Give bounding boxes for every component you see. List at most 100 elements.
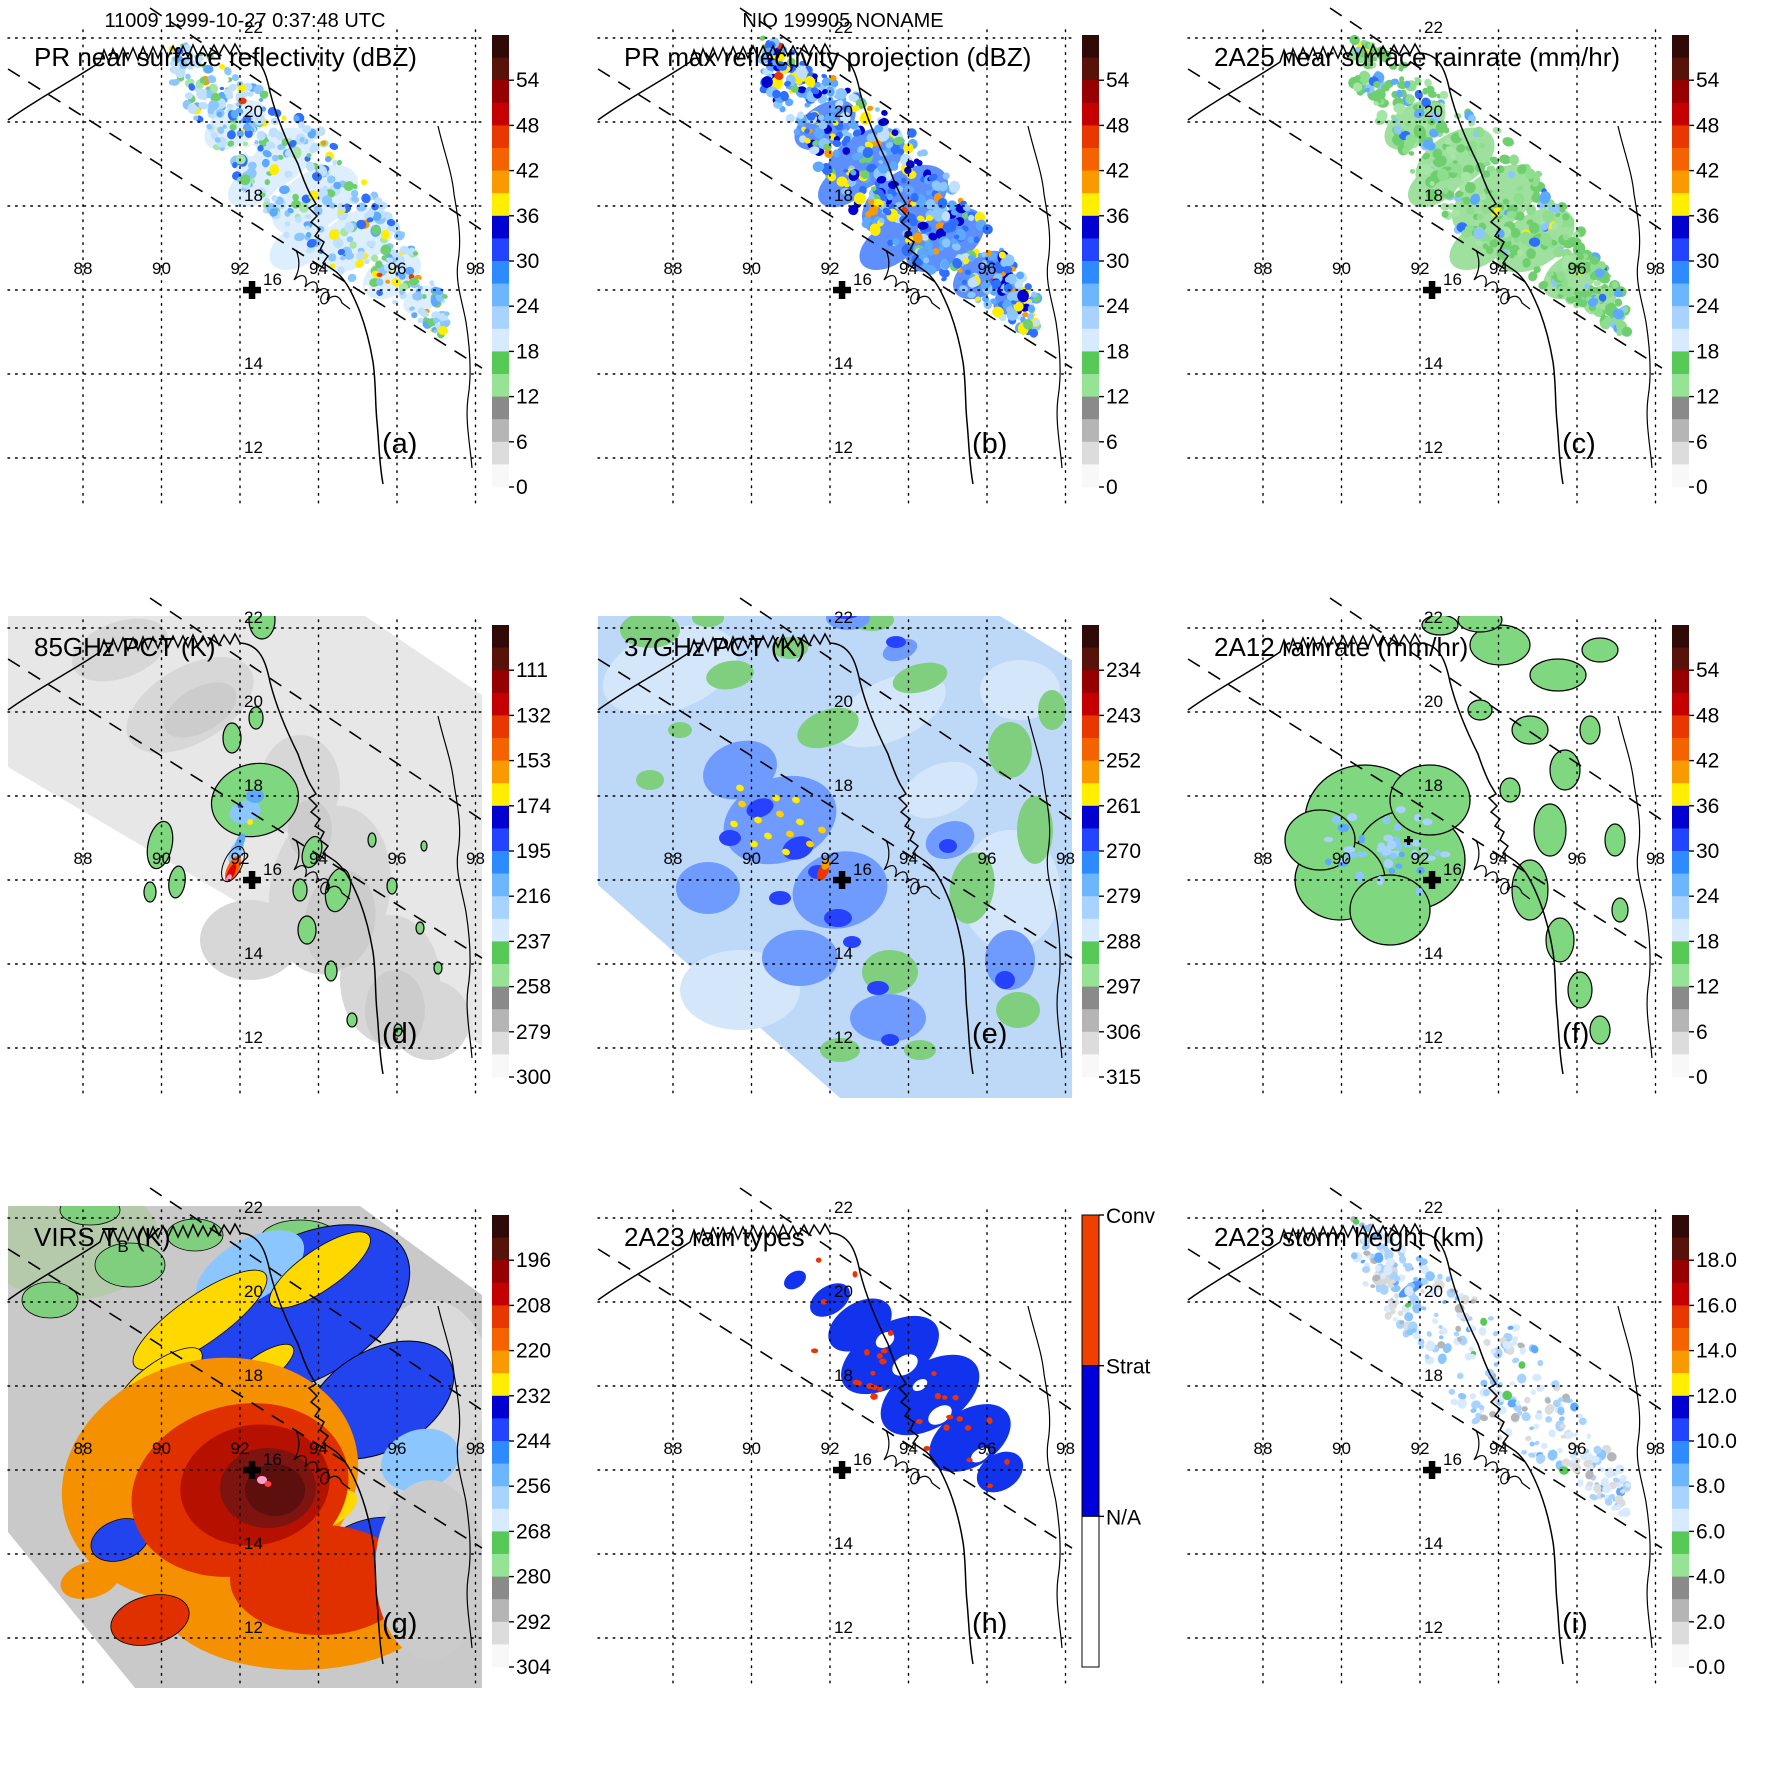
panel-i: 88 90 92 94 96 98 22 20 18 16 14 12 18.0 16.0 14.0 12.0… [1180, 1180, 1770, 1770]
panel-title: 2A23 storm height (km) [1214, 1222, 1485, 1252]
svg-text:48: 48 [1106, 114, 1129, 137]
panel-title: PR near surface reflectivity (dBZ) [34, 42, 417, 72]
svg-text:12: 12 [244, 1028, 263, 1047]
colorbar-tick-labels: 54 48 42 36 30 24 18 12 6 0 [1696, 659, 1720, 1089]
svg-text:42: 42 [1696, 160, 1719, 183]
svg-text:88: 88 [74, 259, 93, 278]
grid-coordinate-labels: 88 90 92 94 96 98 22 20 18 16 14 12 [664, 1198, 1075, 1637]
svg-text:42: 42 [1696, 750, 1719, 773]
svg-text:18: 18 [1424, 186, 1443, 205]
data-layer [168, 42, 451, 339]
svg-text:94: 94 [1489, 259, 1508, 278]
svg-text:20: 20 [834, 692, 853, 711]
svg-text:258: 258 [516, 976, 551, 999]
grid-coordinate-labels: 88 90 92 94 96 98 22 20 18 16 14 12 [74, 1198, 485, 1637]
panel-letter: (e) [972, 1018, 1008, 1050]
svg-text:98: 98 [466, 849, 485, 868]
svg-text:20: 20 [834, 102, 853, 121]
panel-title: PR max reflectivity projection (dBZ) [624, 42, 1032, 72]
svg-text:20: 20 [244, 102, 263, 121]
svg-text:0: 0 [516, 476, 528, 499]
data-layer [1348, 34, 1633, 337]
svg-text:6: 6 [1106, 431, 1118, 454]
svg-text:Strat: Strat [1106, 1356, 1151, 1379]
storm-center-cross [833, 281, 851, 299]
coastline [597, 632, 1063, 1075]
svg-text:12: 12 [244, 1618, 263, 1637]
svg-text:96: 96 [1568, 259, 1587, 278]
svg-text:Conv: Conv [1106, 1205, 1156, 1228]
svg-text:12: 12 [516, 386, 539, 409]
svg-text:220: 220 [516, 1340, 551, 1363]
colorbar-tick-labels: 18.0 16.0 14.0 12.0 10.0 8.0 6.0 4.0 2.0 0.0 [1696, 1249, 1737, 1679]
coastline [7, 632, 473, 1075]
svg-text:216: 216 [516, 885, 551, 908]
grid-coordinate-labels: 88 90 92 94 96 98 22 20 18 16 14 12 [664, 18, 1075, 457]
svg-text:20: 20 [244, 1282, 263, 1301]
svg-text:94: 94 [1489, 849, 1508, 868]
svg-text:N/A: N/A [1106, 1506, 1141, 1529]
svg-text:6: 6 [1696, 431, 1708, 454]
svg-text:54: 54 [516, 69, 540, 92]
svg-text:315: 315 [1106, 1066, 1141, 1089]
svg-text:306: 306 [1106, 1021, 1141, 1044]
svg-text:16: 16 [853, 270, 872, 289]
svg-text:92: 92 [1411, 1439, 1430, 1458]
data-layer [598, 616, 1072, 1098]
svg-text:6: 6 [516, 431, 528, 454]
svg-text:24: 24 [1696, 295, 1720, 318]
svg-text:88: 88 [1254, 849, 1273, 868]
colorbar-tick-labels: 111 132 153 174 195 216 237 258 279 300 [516, 659, 551, 1089]
colorbar: 54 48 42 36 30 24 18 12 6 0 [1672, 35, 1720, 499]
svg-text:14: 14 [834, 944, 853, 963]
svg-text:18: 18 [834, 776, 853, 795]
svg-text:92: 92 [231, 849, 250, 868]
svg-text:94: 94 [309, 1439, 328, 1458]
svg-text:14: 14 [244, 944, 263, 963]
colorbar-tick-labels: 234 243 252 261 270 279 288 297 306 315 [1106, 659, 1141, 1089]
svg-text:96: 96 [1568, 849, 1587, 868]
svg-text:18: 18 [516, 340, 539, 363]
panel-title: VIRS TB (K) [34, 1222, 171, 1257]
colorbar: 234 243 252 261 270 279 288 297 306 315 [1082, 625, 1141, 1089]
svg-text:98: 98 [466, 1439, 485, 1458]
svg-text:252: 252 [1106, 750, 1141, 773]
colorbar: 54 48 42 36 30 24 18 12 6 0 [1672, 625, 1720, 1089]
svg-text:270: 270 [1106, 840, 1141, 863]
svg-text:22: 22 [834, 608, 853, 627]
coastline [597, 1222, 1063, 1665]
svg-text:16: 16 [1443, 270, 1462, 289]
svg-text:30: 30 [516, 250, 539, 273]
svg-text:279: 279 [1106, 885, 1141, 908]
svg-text:98: 98 [1056, 849, 1075, 868]
grid-coordinate-labels: 88 90 92 94 96 98 22 20 18 16 14 12 [1254, 1198, 1665, 1637]
panel-letter: (b) [972, 428, 1008, 460]
svg-text:6: 6 [1696, 1021, 1708, 1044]
panel-letter: (c) [1562, 428, 1596, 460]
panel-e: 88 90 92 94 96 98 22 20 18 16 14 12 234 243 252 261 270 2… [590, 590, 1180, 1180]
storm-center-cross [243, 281, 261, 299]
svg-text:174: 174 [516, 795, 551, 818]
svg-text:94: 94 [899, 259, 918, 278]
svg-text:16: 16 [1443, 860, 1462, 879]
swath-boundary-lines [7, 7, 483, 369]
svg-text:232: 232 [516, 1385, 551, 1408]
svg-text:22: 22 [1424, 1198, 1443, 1217]
svg-text:36: 36 [516, 205, 539, 228]
svg-text:92: 92 [1411, 849, 1430, 868]
data-layer [8, 616, 482, 1060]
svg-text:12: 12 [834, 1028, 853, 1047]
panel-b: 88 90 92 94 96 98 22 20 18 16 14 12 54 48 42 36 30 24 18 12… [590, 0, 1180, 590]
svg-text:14: 14 [834, 354, 853, 373]
svg-text:16.0: 16.0 [1696, 1294, 1737, 1317]
svg-text:20: 20 [1424, 102, 1443, 121]
overpass-timestamp-header: 11009 1999-10-27 0:37:48 UTC [104, 10, 386, 32]
storm-center-cross [1423, 1461, 1441, 1479]
svg-text:12: 12 [1424, 438, 1443, 457]
svg-text:256: 256 [516, 1475, 551, 1498]
svg-text:92: 92 [821, 259, 840, 278]
svg-text:16: 16 [263, 860, 282, 879]
map-gridlines [1187, 29, 1663, 507]
svg-text:88: 88 [664, 849, 683, 868]
svg-text:98: 98 [1056, 1439, 1075, 1458]
